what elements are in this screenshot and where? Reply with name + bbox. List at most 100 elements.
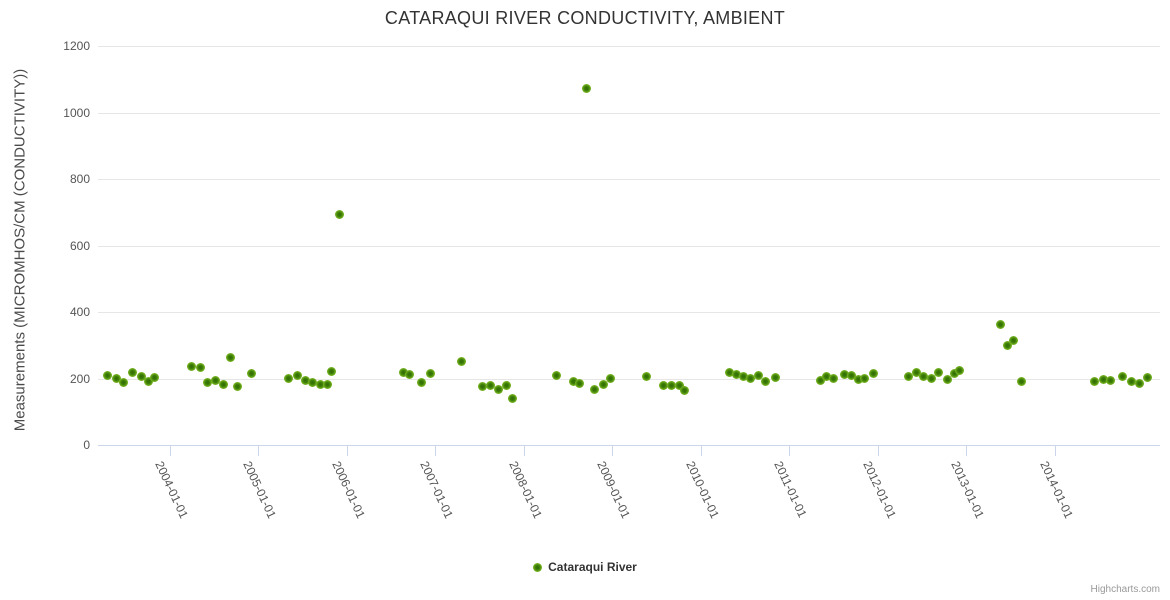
data-point[interactable] (457, 356, 467, 366)
data-point[interactable] (1135, 378, 1145, 388)
data-point[interactable] (680, 385, 690, 395)
data-point[interactable] (478, 381, 488, 391)
data-point[interactable] (605, 373, 615, 383)
data-point[interactable] (292, 371, 302, 380)
data-point[interactable] (828, 374, 838, 384)
data-point[interactable] (1143, 373, 1153, 382)
data-point[interactable] (1003, 341, 1013, 351)
data-point[interactable] (136, 371, 146, 381)
data-point[interactable] (738, 372, 748, 381)
data-point[interactable] (1090, 376, 1099, 386)
data-point[interactable] (919, 371, 929, 381)
data-point[interactable] (300, 375, 310, 385)
data-point[interactable] (502, 380, 512, 390)
data-point[interactable] (283, 374, 293, 384)
data-point[interactable] (912, 367, 922, 377)
data-point[interactable] (335, 210, 345, 220)
x-axis-label: 2014-01-01 (1036, 459, 1076, 521)
data-point[interactable] (246, 369, 256, 379)
data-point[interactable] (674, 380, 684, 390)
data-point[interactable] (398, 367, 408, 377)
data-point[interactable] (103, 371, 113, 380)
data-point[interactable] (315, 380, 325, 390)
x-axis-label: 2005-01-01 (240, 459, 280, 521)
data-point[interactable] (724, 367, 734, 377)
x-axis-label: 2006-01-01 (328, 459, 368, 521)
gridline (98, 46, 1160, 47)
data-point[interactable] (203, 377, 213, 387)
credits-link[interactable]: Highcharts.com (1090, 584, 1160, 595)
x-axis-tick (877, 446, 879, 456)
data-point[interactable] (996, 320, 1006, 330)
data-point[interactable] (1127, 377, 1137, 387)
data-point[interactable] (219, 380, 229, 390)
gridline (98, 312, 1160, 313)
data-point[interactable] (307, 377, 317, 387)
x-axis-tick (346, 446, 348, 456)
data-point[interactable] (187, 361, 197, 371)
data-point[interactable] (405, 370, 415, 380)
data-point[interactable] (1098, 374, 1108, 384)
x-axis-tick (169, 446, 171, 456)
data-point[interactable] (934, 368, 944, 378)
data-point[interactable] (815, 375, 825, 385)
gridline (98, 179, 1160, 180)
data-point[interactable] (659, 380, 668, 390)
data-point[interactable] (598, 380, 608, 390)
data-point[interactable] (551, 371, 561, 380)
data-point[interactable] (821, 371, 831, 381)
plot-area (98, 46, 1160, 446)
data-point[interactable] (1118, 372, 1128, 382)
data-point[interactable] (112, 373, 122, 383)
data-point[interactable] (666, 380, 676, 390)
data-point[interactable] (904, 371, 914, 381)
x-axis-tick (258, 446, 260, 456)
data-point[interactable] (943, 374, 953, 384)
data-point[interactable] (1008, 335, 1018, 345)
data-point[interactable] (196, 363, 206, 373)
data-point[interactable] (119, 377, 129, 387)
x-axis-tick (1054, 446, 1056, 456)
data-point[interactable] (322, 380, 332, 390)
data-point[interactable] (568, 376, 578, 386)
data-point[interactable] (753, 371, 763, 380)
data-point[interactable] (1105, 376, 1115, 386)
data-point[interactable] (416, 377, 426, 387)
data-point[interactable] (868, 369, 878, 379)
data-point[interactable] (211, 375, 221, 385)
data-point[interactable] (770, 372, 780, 382)
data-point[interactable] (150, 373, 160, 382)
x-axis-tick (435, 446, 437, 456)
data-point[interactable] (486, 380, 496, 390)
data-point[interactable] (589, 384, 599, 394)
data-point[interactable] (839, 370, 849, 380)
data-point[interactable] (233, 381, 243, 391)
data-point[interactable] (745, 374, 755, 384)
data-point[interactable] (950, 369, 960, 379)
x-axis-label: 2013-01-01 (948, 459, 988, 521)
data-point[interactable] (731, 370, 741, 380)
data-point[interactable] (426, 368, 436, 378)
data-point[interactable] (493, 384, 503, 394)
y-axis-label: 200 (69, 371, 90, 386)
data-point[interactable] (143, 376, 153, 386)
data-point[interactable] (927, 374, 937, 384)
data-point[interactable] (226, 352, 236, 362)
data-point[interactable] (846, 371, 856, 380)
data-point[interactable] (128, 367, 137, 377)
data-point[interactable] (582, 84, 592, 94)
data-point[interactable] (642, 372, 652, 381)
data-point[interactable] (955, 366, 965, 376)
y-axis-label: 1200 (63, 39, 90, 53)
x-axis-tick (523, 446, 525, 456)
data-point[interactable] (760, 376, 770, 386)
data-point[interactable] (327, 366, 337, 376)
data-point[interactable] (507, 394, 517, 404)
x-axis-line (98, 445, 1160, 446)
data-point[interactable] (859, 373, 869, 383)
data-point[interactable] (574, 379, 584, 389)
data-point[interactable] (1017, 377, 1027, 387)
legend-item-cataraqui-river[interactable]: Cataraqui River (533, 560, 637, 574)
data-point[interactable] (853, 374, 863, 384)
